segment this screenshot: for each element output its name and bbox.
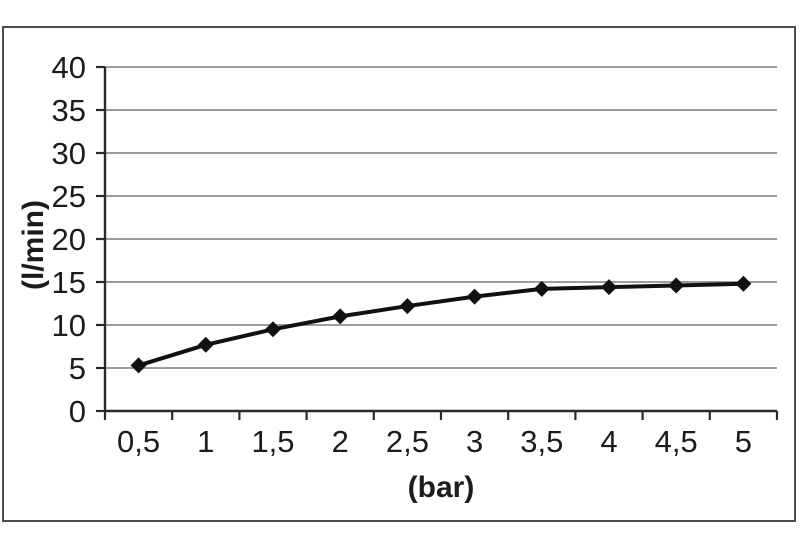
x-tick-label: 2,5 (386, 424, 429, 459)
y-tick-label: 10 (52, 308, 86, 343)
x-tick-label: 4 (600, 424, 617, 459)
x-tick-label: 0,5 (117, 424, 160, 459)
y-tick-label: 40 (52, 50, 86, 85)
x-tick-label: 2 (332, 424, 349, 459)
data-point-marker (332, 308, 349, 325)
data-point-marker (130, 357, 147, 374)
data-point-marker (601, 279, 617, 296)
data-point-marker (197, 336, 214, 353)
y-axis-title: (l/min) (17, 200, 50, 290)
x-tick-label: 5 (735, 424, 752, 459)
y-tick-label: 30 (52, 136, 86, 171)
y-tick-label: 15 (52, 265, 86, 300)
y-tick-label: 35 (52, 93, 86, 128)
y-tick-label: 0 (69, 394, 86, 429)
y-tick-label: 25 (52, 179, 86, 214)
series-line (136, 281, 746, 368)
data-point-marker (265, 321, 281, 338)
data-point-marker (533, 280, 550, 297)
chart-frame (2, 26, 796, 522)
data-point-marker (399, 298, 416, 315)
data-point-marker (735, 275, 752, 292)
y-tick-label: 20 (52, 222, 86, 257)
y-tick-label: 5 (69, 351, 86, 386)
x-tick-label: 3,5 (520, 424, 563, 459)
data-point-marker (466, 288, 483, 305)
x-tick-label: 3 (466, 424, 483, 459)
x-tick-label: 1,5 (251, 424, 294, 459)
x-tick-label: 4,5 (655, 424, 698, 459)
x-axis-title: (bar) (407, 471, 475, 504)
data-point-marker (668, 277, 685, 294)
x-tick-label: 1 (197, 424, 214, 459)
